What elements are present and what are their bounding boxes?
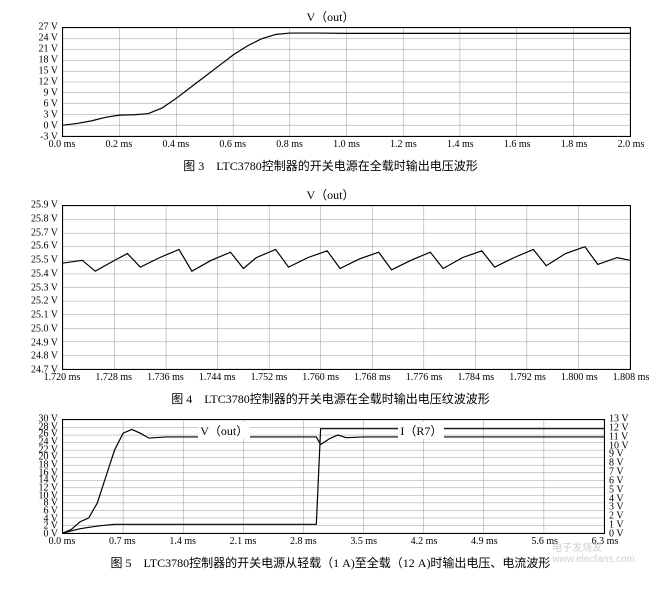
x-tick-label: 0.0 ms [49,536,76,547]
chart-4: V（out） 24.7 V24.8 V24.9 V25.0 V25.1 V25.… [20,186,641,407]
x-tick-label: 0.0 ms [49,139,76,150]
y-tick-label: 15 V [38,66,58,77]
chart4-x-ticks: 1.720 ms1.728 ms1.736 ms1.744 ms1.752 ms… [62,370,631,384]
y-tick-label: 6 V [43,99,58,110]
chart4-top-label: V（out） [20,186,641,203]
chart5-left-label: V（out） [198,422,250,439]
chart-3: V（out） -3 V0 V3 V6 V9 V12 V15 V18 V21 V2… [20,8,641,174]
x-tick-label: 1.6 ms [504,139,531,150]
x-tick-label: 0.2 ms [106,139,133,150]
x-tick-label: 1.4 ms [447,139,474,150]
x-tick-label: 1.768 ms [354,372,391,383]
x-tick-label: 1.800 ms [561,372,598,383]
chart3-x-ticks: 0.0 ms0.2 ms0.4 ms0.6 ms0.8 ms1.0 ms1.2 … [62,137,631,151]
x-tick-label: 1.736 ms [147,372,184,383]
y-tick-right-label: 13 V [609,414,629,425]
chart4-plot [62,205,631,370]
y-tick-label: 25.9 V [31,200,58,211]
chart5-plot: V（out） I（R7） [62,419,605,534]
y-tick-label: 25.6 V [31,241,58,252]
x-tick-label: 2.1 ms [230,536,257,547]
chart5-y-ticks-right: 0 V1 V2 V3 V4 V5 V6 V7 V8 V9 V10 V11 V12… [607,419,637,534]
y-tick-label: 25.2 V [31,296,58,307]
x-tick-label: 3.5 ms [350,536,377,547]
y-tick-label: 25.4 V [31,268,58,279]
x-tick-label: 1.8 ms [561,139,588,150]
chart3-caption: 图 3 LTC3780控制器的开关电源在全载时输出电压波形 [20,157,641,174]
x-tick-label: 2.8 ms [290,536,317,547]
x-tick-label: 1.2 ms [390,139,417,150]
x-tick-label: 1.808 ms [613,372,650,383]
chart5-x-ticks: 0.0 ms0.7 ms1.4 ms2.1 ms2.8 ms3.5 ms4.2 … [62,534,605,548]
watermark-url: www.elecfans.com [552,554,635,565]
y-tick-label: 25.7 V [31,227,58,238]
chart3-top-label: V（out） [20,8,641,25]
chart3-plot [62,27,631,137]
y-tick-label: 25.1 V [31,310,58,321]
x-tick-label: 4.9 ms [471,536,498,547]
y-tick-label: 24.9 V [31,337,58,348]
x-tick-label: 1.4 ms [169,536,196,547]
chart3-y-ticks: -3 V0 V3 V6 V9 V12 V15 V18 V21 V24 V27 V [20,27,60,137]
y-tick-label: 9 V [43,88,58,99]
x-tick-label: 0.7 ms [109,536,136,547]
x-tick-label: 1.792 ms [509,372,546,383]
x-tick-label: 2.0 ms [618,139,645,150]
y-tick-label: 24 V [38,33,58,44]
chart4-caption: 图 4 LTC3780控制器的开关电源在全载时输出电压纹波波形 [20,390,641,407]
x-tick-label: 1.0 ms [333,139,360,150]
chart4-plot-wrap: 24.7 V24.8 V24.9 V25.0 V25.1 V25.2 V25.3… [20,205,641,370]
y-tick-label: 0 V [43,121,58,132]
x-tick-label: 0.6 ms [219,139,246,150]
y-tick-label: 25.5 V [31,255,58,266]
y-tick-label: 18 V [38,55,58,66]
x-tick-label: 1.720 ms [44,372,81,383]
y-tick-label: 3 V [43,110,58,121]
x-tick-label: 0.4 ms [162,139,189,150]
y-tick-label: 24.8 V [31,351,58,362]
x-tick-label: 1.728 ms [95,372,132,383]
y-tick-label: 12 V [38,77,58,88]
chart5-caption: 图 5 LTC3780控制器的开关电源从轻载（1 A)至全载（12 A)时输出电… [20,554,641,571]
y-tick-label: 25.8 V [31,213,58,224]
x-tick-label: 1.776 ms [406,372,443,383]
x-tick-label: 0.8 ms [276,139,303,150]
y-tick-label: 25.0 V [31,323,58,334]
y-tick-label: 25.3 V [31,282,58,293]
x-tick-label: 1.744 ms [199,372,236,383]
x-tick-label: 1.752 ms [251,372,288,383]
chart5-right-label: I（R7） [398,422,444,439]
chart-5: 0 V2 V4 V6 V8 V10 V12 V14 V16 V18 V20 V2… [20,419,641,571]
chart4-y-ticks: 24.7 V24.8 V24.9 V25.0 V25.1 V25.2 V25.3… [20,205,60,370]
x-tick-label: 4.2 ms [411,536,438,547]
x-tick-label: 1.760 ms [302,372,339,383]
y-tick-label: 27 V [38,22,58,33]
x-tick-label: 1.784 ms [457,372,494,383]
chart5-y-ticks-left: 0 V2 V4 V6 V8 V10 V12 V14 V16 V18 V20 V2… [20,419,60,534]
chart3-plot-wrap: -3 V0 V3 V6 V9 V12 V15 V18 V21 V24 V27 V [20,27,641,137]
y-tick-label: 30 V [38,414,58,425]
y-tick-label: 21 V [38,44,58,55]
watermark-cn: 电子发烧友 [552,543,602,554]
chart5-plot-wrap: 0 V2 V4 V6 V8 V10 V12 V14 V16 V18 V20 V2… [20,419,641,534]
